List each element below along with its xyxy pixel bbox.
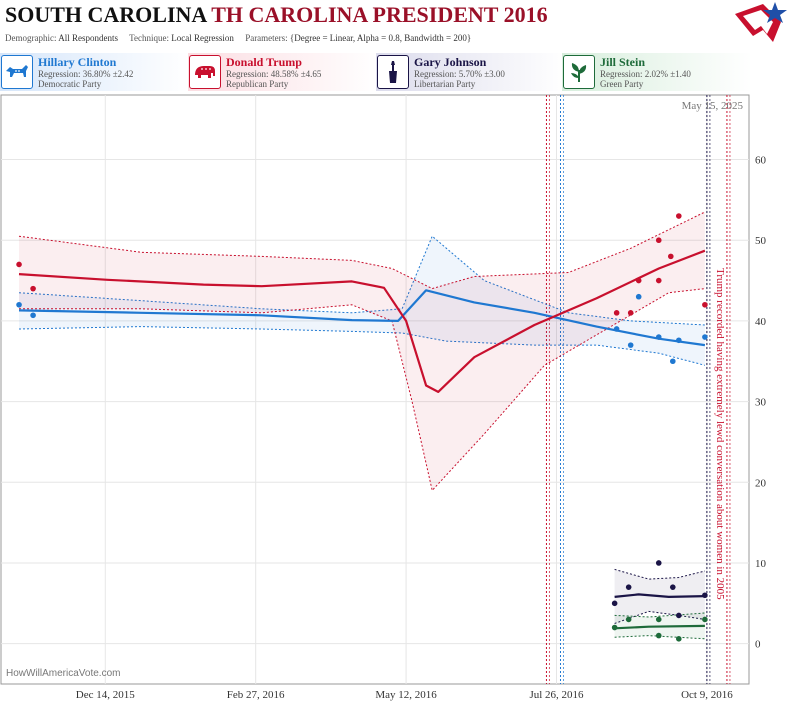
poll-point xyxy=(676,612,682,619)
demographic-label: Demographic: xyxy=(5,33,57,43)
elephant-icon xyxy=(189,55,221,89)
technique-label: Technique: xyxy=(129,33,169,43)
y-tick-label: 0 xyxy=(755,639,761,651)
x-tick-label: Oct 9, 2016 xyxy=(681,689,733,701)
band-lower-line xyxy=(19,288,705,492)
candidate-card-stein[interactable]: Jill Stein Regression: 2.02% ±1.40 Green… xyxy=(562,53,752,91)
leaf-icon xyxy=(563,55,595,89)
parameters-label: Parameters: xyxy=(245,33,288,43)
poll-point xyxy=(667,253,674,260)
x-tick-label: Dec 14, 2015 xyxy=(76,689,135,701)
poll-point xyxy=(676,636,682,642)
candidate-name: Donald Trump xyxy=(226,55,302,69)
demographic-value: All Respondents xyxy=(58,33,118,43)
y-tick-label: 20 xyxy=(755,477,767,489)
poll-point xyxy=(702,616,708,623)
band-upper-line xyxy=(18,235,705,326)
poll-point xyxy=(669,358,676,365)
candidate-party: Republican Party xyxy=(226,79,289,89)
band-upper-line xyxy=(18,211,706,290)
candidate-party: Democratic Party xyxy=(38,79,102,89)
poll-point xyxy=(627,310,634,316)
confidence-band xyxy=(19,236,705,366)
regression-line xyxy=(614,593,705,598)
x-tick-label: Jul 26, 2016 xyxy=(529,689,584,701)
poll-point xyxy=(613,310,620,316)
poll-point xyxy=(702,592,708,599)
y-tick-label: 30 xyxy=(755,397,767,409)
date-stamp: May 15, 2025 xyxy=(681,100,743,112)
regression-line xyxy=(18,249,706,393)
candidate-party: Green Party xyxy=(600,79,644,89)
y-tick-label: 40 xyxy=(755,316,767,328)
poll-point xyxy=(625,616,632,623)
poll-point xyxy=(669,584,676,590)
band-lower-line xyxy=(18,326,706,366)
poll-point xyxy=(655,616,662,623)
poll-point xyxy=(635,293,642,300)
band-upper-line xyxy=(614,568,706,580)
liberty-torch-icon xyxy=(377,55,409,89)
site-logo-icon xyxy=(735,2,787,42)
poll-point xyxy=(625,584,632,590)
state-title: SOUTH CAROLINA xyxy=(5,2,207,27)
candidate-card-clinton[interactable]: Hillary Clinton Regression: 36.80% ±2.42… xyxy=(0,53,190,91)
poll-point xyxy=(655,237,662,244)
plot-frame xyxy=(0,94,750,685)
poll-point xyxy=(676,213,682,219)
poll-point xyxy=(613,326,620,332)
candidate-name: Gary Johnson xyxy=(414,55,487,69)
poll-point xyxy=(702,301,708,308)
candidate-card-johnson[interactable]: Gary Johnson Regression: 5.70% ±3.00 Lib… xyxy=(376,53,566,91)
candidate-legend: Hillary Clinton Regression: 36.80% ±2.42… xyxy=(0,53,789,93)
candidate-name: Hillary Clinton xyxy=(38,55,117,69)
candidate-regression: Regression: 36.80% ±2.42 xyxy=(38,69,134,79)
y-tick-label: 60 xyxy=(755,155,767,167)
x-tick-label: Feb 27, 2016 xyxy=(227,689,285,701)
poll-point xyxy=(655,632,662,639)
poll-point xyxy=(635,277,642,284)
poll-point xyxy=(611,624,618,631)
candidate-regression: Regression: 48.58% ±4.65 xyxy=(226,69,322,79)
donkey-icon xyxy=(1,55,33,89)
candidate-name: Jill Stein xyxy=(600,55,646,69)
race-title: TH CAROLINA PRESIDENT 2016 xyxy=(211,2,548,27)
candidate-party: Libertarian Party xyxy=(414,79,476,89)
regression-line xyxy=(614,624,705,630)
parameters-line: Demographic: All Respondents Technique: … xyxy=(5,33,471,43)
poll-point xyxy=(702,334,708,340)
poll-point xyxy=(30,285,36,292)
technique-value: Local Regression xyxy=(171,33,234,43)
event-annotation: Trump recorded having extremely lewd con… xyxy=(714,268,726,600)
poll-point xyxy=(16,261,22,268)
site-credit: HowWillAmericaVote.com xyxy=(6,668,121,679)
poll-point xyxy=(655,277,662,284)
x-tick-label: May 12, 2016 xyxy=(375,689,437,701)
confidence-band xyxy=(19,212,705,491)
poll-point xyxy=(611,600,618,607)
poll-point xyxy=(655,334,662,340)
poll-point xyxy=(30,312,36,319)
candidate-card-trump[interactable]: Donald Trump Regression: 48.58% ±4.65 Re… xyxy=(188,53,378,91)
candidate-regression: Regression: 5.70% ±3.00 xyxy=(414,69,505,79)
poll-point xyxy=(16,301,22,308)
parameters-value: {Degree = Linear, Alpha = 0.8, Bandwidth… xyxy=(289,33,472,43)
poll-point xyxy=(655,560,662,566)
poll-point xyxy=(676,337,682,344)
poll-point xyxy=(627,342,634,348)
page-title: SOUTH CAROLINA TH CAROLINA PRESIDENT 201… xyxy=(5,2,548,28)
y-tick-label: 50 xyxy=(755,235,767,247)
candidate-regression: Regression: 2.02% ±1.40 xyxy=(600,69,691,79)
y-tick-label: 10 xyxy=(755,558,767,570)
